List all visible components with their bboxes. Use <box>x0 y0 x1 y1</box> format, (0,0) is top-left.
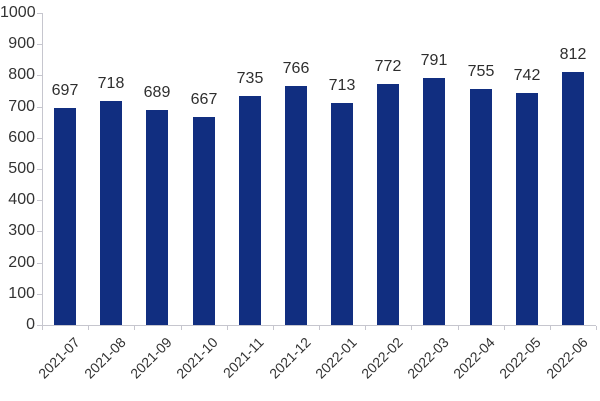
x-tick-mark <box>181 326 182 330</box>
x-tick-mark <box>88 326 89 330</box>
y-tick-label: 800 <box>8 66 35 84</box>
x-tick-label: 2022-01 <box>311 334 360 382</box>
y-tick-mark <box>37 262 42 264</box>
x-tick-mark <box>42 326 43 330</box>
x-tick-label: 2022-04 <box>450 334 498 382</box>
bar-value-label: 718 <box>97 75 125 92</box>
x-tick-mark <box>227 326 228 330</box>
y-axis-line <box>42 13 43 325</box>
y-tick-mark <box>37 137 42 139</box>
y-tick-label: 700 <box>8 97 35 115</box>
x-tick-label: 2022-02 <box>357 334 406 382</box>
y-tick-label: 100 <box>8 284 35 302</box>
x-tick-label: 2021-12 <box>265 334 314 382</box>
y-tick-mark <box>37 44 42 46</box>
bar-value-label: 772 <box>374 58 402 75</box>
x-tick-label: 2021-09 <box>127 334 175 382</box>
y-tick-label: 400 <box>8 191 35 209</box>
y-tick-label: 900 <box>8 35 35 53</box>
bar <box>377 84 399 325</box>
y-tick-mark <box>37 231 42 233</box>
bar-value-label: 697 <box>51 82 79 99</box>
x-tick-label: 2022-06 <box>542 334 591 382</box>
y-tick-mark <box>37 325 42 326</box>
x-tick-mark <box>596 326 597 330</box>
bar <box>100 101 122 325</box>
bar <box>516 93 538 325</box>
bar <box>239 96 261 325</box>
x-tick-mark <box>458 326 459 330</box>
bar-value-label: 755 <box>467 63 495 80</box>
y-tick-mark <box>37 13 42 14</box>
y-tick-mark <box>37 75 42 77</box>
y-tick-label: 300 <box>8 222 35 240</box>
y-tick-label: 1000 <box>0 4 36 21</box>
y-tick-label: 600 <box>8 128 35 146</box>
bar <box>331 103 353 325</box>
bar-value-label: 713 <box>328 77 356 94</box>
bar-value-label: 791 <box>420 52 448 69</box>
bar <box>423 78 445 325</box>
x-tick-mark <box>319 326 320 330</box>
x-tick-mark <box>504 326 505 330</box>
bar-value-label: 766 <box>282 60 310 77</box>
y-tick-label: 200 <box>8 253 35 271</box>
y-tick-label: 0 <box>26 316 35 333</box>
x-tick-label: 2022-05 <box>496 334 545 382</box>
bar <box>54 108 76 325</box>
x-tick-label: 2021-08 <box>80 334 129 382</box>
x-tick-mark <box>411 326 412 330</box>
x-tick-label: 2021-07 <box>34 334 83 382</box>
bar <box>285 86 307 325</box>
x-tick-label: 2022-03 <box>404 334 452 382</box>
y-tick-label: 500 <box>8 160 35 177</box>
x-tick-mark <box>550 326 551 330</box>
bar <box>470 89 492 325</box>
y-tick-mark <box>37 200 42 202</box>
y-tick-mark <box>37 293 42 295</box>
bar <box>146 110 168 325</box>
bar-value-label: 735 <box>236 70 264 87</box>
bar <box>562 72 584 325</box>
x-tick-mark <box>273 326 274 330</box>
y-tick-mark <box>37 106 42 108</box>
x-tick-mark <box>134 326 135 330</box>
x-tick-label: 2021-10 <box>173 334 221 382</box>
bar-value-label: 812 <box>559 46 587 63</box>
x-tick-mark <box>365 326 366 330</box>
x-axis-line <box>42 325 596 326</box>
bar-value-label: 667 <box>190 91 218 108</box>
y-tick-mark <box>37 169 42 170</box>
x-tick-label: 2021-11 <box>220 334 268 381</box>
bar-value-label: 689 <box>143 84 171 101</box>
bar <box>193 117 215 325</box>
bar-value-label: 742 <box>513 67 541 84</box>
